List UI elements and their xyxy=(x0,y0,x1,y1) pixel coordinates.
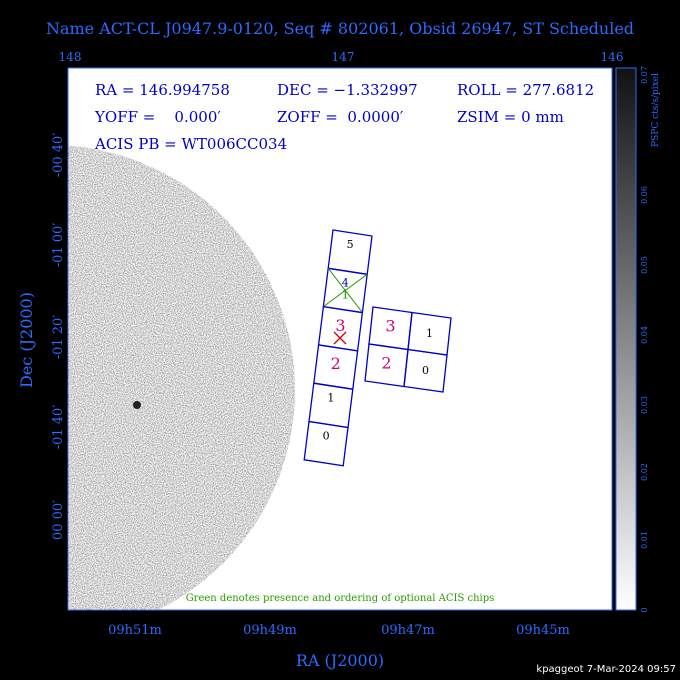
zoff: ZOFF = 0.0000′ xyxy=(277,108,404,126)
y-tick-label: -00 40′ xyxy=(51,133,66,178)
y-tick-label: -01 00′ xyxy=(51,223,66,268)
colorbar-tick-label: 0.01 xyxy=(640,531,649,549)
image xyxy=(68,145,295,610)
x-title: RA (J2000) xyxy=(296,651,384,670)
chip-label: 3 xyxy=(335,316,345,335)
y-title: Dec (J2000) xyxy=(17,292,36,388)
ra: RA = 146.994758 xyxy=(95,81,230,99)
chip-label: 3 xyxy=(385,316,395,335)
x-tick-label: 09h47m xyxy=(381,623,435,638)
chip-label: 2 xyxy=(331,354,341,373)
acis-i-chip xyxy=(403,348,448,393)
colorbar-tick-label: 0.03 xyxy=(640,396,649,414)
title: Name ACT-CL J0947.9-0120, Seq # 802061, … xyxy=(46,19,634,38)
y-tick-label: 00 00′ xyxy=(51,500,66,540)
colorbar-tick-label: 0.07 xyxy=(640,66,649,84)
xray-field xyxy=(68,145,295,610)
roll: ROLL = 277.6812 xyxy=(457,81,594,99)
note: Green denotes presence and ordering of o… xyxy=(186,593,495,604)
y-tick-label: -01 40′ xyxy=(51,405,66,450)
chip-label: 0 xyxy=(323,430,330,443)
top-tick-label: 146 xyxy=(601,50,624,64)
yoff: YOFF = 0.000′ xyxy=(94,108,221,126)
chip-label: 5 xyxy=(347,238,354,251)
y-tick-label: -01 20′ xyxy=(51,315,66,360)
footer: kpaggeot 7-Mar-2024 09:57 xyxy=(536,664,676,675)
colorbar-tick-label: 0.06 xyxy=(640,186,649,204)
zsim: ZSIM = 0 mm xyxy=(457,108,564,126)
colorbar-tick-label: 0.02 xyxy=(640,463,649,481)
chip-label: 2 xyxy=(381,353,391,372)
optional-label: 1 xyxy=(341,287,349,301)
tick-labels: 148 147 146 09h51m 09h49m 09h47m 09h45m -00 40′… xyxy=(51,50,649,638)
x-tick-label: 09h45m xyxy=(516,623,570,638)
chip-label: 4 xyxy=(342,276,349,289)
colorbar-title: PSPC cts/s/pixel xyxy=(651,73,661,147)
chip-label: 1 xyxy=(426,327,433,340)
colorbar-tick-label: 0.04 xyxy=(640,326,649,344)
source xyxy=(133,401,141,409)
chip-label: 0 xyxy=(422,364,429,377)
acis-s-chip xyxy=(303,420,349,467)
top-tick-label: 147 xyxy=(332,50,355,64)
x-tick-label: 09h49m xyxy=(243,623,297,638)
aimpoint xyxy=(333,331,347,345)
colorbar-tick-label: 0 xyxy=(640,607,649,612)
optional-cross xyxy=(323,273,368,308)
acis-pb: ACIS PB = WT006CC034 xyxy=(94,135,287,153)
colorbar xyxy=(615,67,637,611)
chip-label: 1 xyxy=(327,391,334,404)
top-tick-label: 148 xyxy=(59,50,82,64)
dec: DEC = −1.332997 xyxy=(277,81,418,99)
colorbar-tick-label: 0.05 xyxy=(640,256,649,274)
x-tick-label: 09h51m xyxy=(108,623,162,638)
